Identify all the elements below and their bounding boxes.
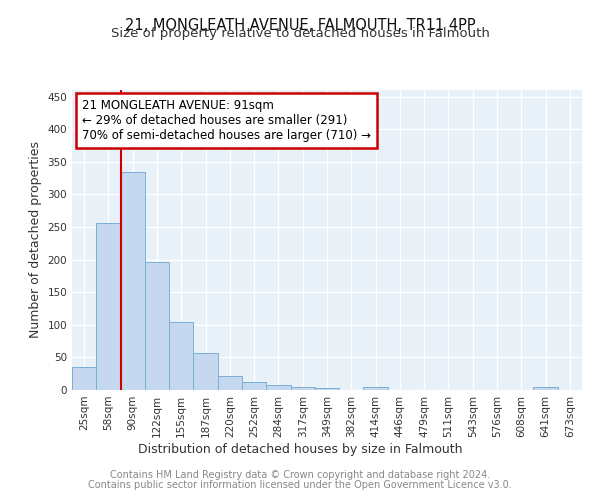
Text: Contains public sector information licensed under the Open Government Licence v3: Contains public sector information licen… bbox=[88, 480, 512, 490]
Bar bbox=[290, 386, 315, 390]
Bar bbox=[145, 262, 169, 390]
Text: 21 MONGLEATH AVENUE: 91sqm
← 29% of detached houses are smaller (291)
70% of sem: 21 MONGLEATH AVENUE: 91sqm ← 29% of deta… bbox=[82, 99, 371, 142]
Bar bbox=[218, 376, 242, 390]
Bar bbox=[364, 386, 388, 390]
Text: Contains HM Land Registry data © Crown copyright and database right 2024.: Contains HM Land Registry data © Crown c… bbox=[110, 470, 490, 480]
Bar bbox=[533, 388, 558, 390]
Bar bbox=[96, 223, 121, 390]
Bar bbox=[169, 322, 193, 390]
Bar bbox=[72, 367, 96, 390]
Text: 21, MONGLEATH AVENUE, FALMOUTH, TR11 4PP: 21, MONGLEATH AVENUE, FALMOUTH, TR11 4PP bbox=[125, 18, 475, 32]
Bar bbox=[242, 382, 266, 390]
Bar bbox=[315, 388, 339, 390]
Bar bbox=[266, 385, 290, 390]
Y-axis label: Number of detached properties: Number of detached properties bbox=[29, 142, 42, 338]
Text: Size of property relative to detached houses in Falmouth: Size of property relative to detached ho… bbox=[110, 28, 490, 40]
Bar bbox=[121, 172, 145, 390]
Bar bbox=[193, 354, 218, 390]
Text: Distribution of detached houses by size in Falmouth: Distribution of detached houses by size … bbox=[138, 442, 462, 456]
